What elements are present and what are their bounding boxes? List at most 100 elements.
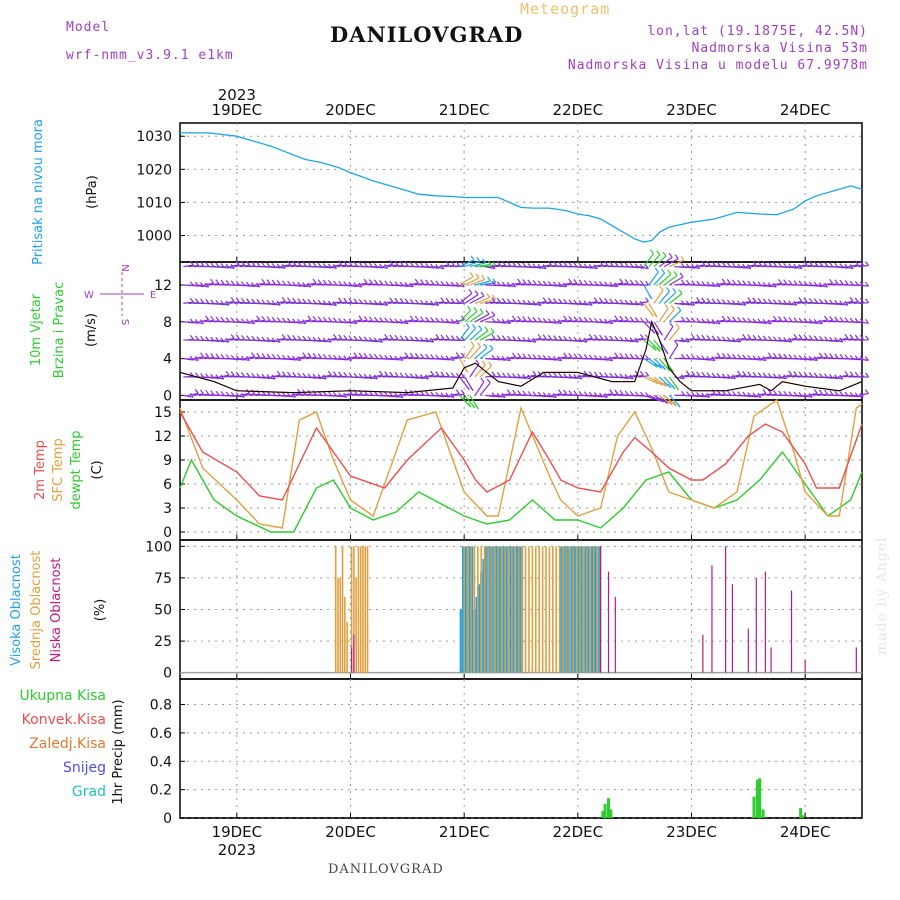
wind-barb	[766, 319, 777, 323]
wind-barb-flag	[322, 279, 327, 285]
wind-barb	[290, 264, 301, 268]
wind-barb-flag	[384, 317, 389, 323]
temperature-ytick-label: 6	[163, 477, 172, 493]
wind-barb	[408, 356, 419, 360]
wind-barb	[766, 393, 777, 396]
wind-barb-flag	[404, 261, 409, 267]
wind-barb-flag	[205, 315, 210, 321]
cloud-ytick-label: 0	[163, 666, 172, 682]
wind-barb-flag	[266, 353, 271, 359]
wind-barb	[771, 319, 782, 323]
wind-barb-flag	[604, 372, 609, 378]
wind-barb-flag	[522, 390, 527, 396]
wind-barb	[229, 338, 240, 341]
wind-barb	[531, 302, 542, 306]
wind-barb-flag	[829, 316, 834, 321]
wind-barb	[203, 282, 214, 286]
wind-barb	[735, 374, 746, 378]
wind-barb	[735, 337, 746, 341]
wind-barb-flag	[312, 353, 317, 358]
wind-barb-flag	[762, 298, 767, 304]
wind-barb	[612, 282, 624, 286]
x-tick-top: 19DEC	[212, 101, 263, 119]
wind-barb-flag	[389, 297, 394, 303]
wind-barb-flag	[568, 278, 573, 284]
lonlat-label: lon,lat (19.1875E, 42.5N)	[647, 24, 868, 39]
wind-barb-flag	[489, 344, 494, 350]
wind-barb	[561, 282, 572, 286]
wind-barb	[725, 283, 736, 286]
wind-barb-flag	[348, 372, 353, 378]
wind-barb-flag	[328, 280, 332, 285]
wind-barb-flag	[721, 315, 726, 321]
wind-barb	[306, 356, 317, 360]
wind-barb	[428, 302, 439, 306]
wind-barb-flag	[762, 261, 767, 266]
wind-barb	[260, 376, 271, 380]
wind-barb-flag	[435, 371, 440, 376]
compass-east: E	[150, 290, 156, 301]
wind-barb-flag	[568, 262, 573, 267]
wind-barb-flag	[819, 373, 823, 378]
wind-barb	[505, 393, 516, 396]
wind-barb-flag	[474, 404, 479, 410]
wind-barb-flag	[394, 297, 399, 303]
wind-barb	[326, 337, 337, 341]
wind-barb	[807, 358, 818, 362]
wind-barb	[613, 393, 624, 396]
wind-barb	[597, 358, 608, 361]
wind-barb-flag	[399, 372, 404, 378]
pressure-ytick-label: 1030	[136, 129, 172, 145]
wind-barb	[500, 321, 511, 325]
wind-barb	[311, 376, 322, 380]
wind-barb-flag	[469, 386, 474, 392]
wind-barb	[705, 393, 716, 396]
wind-barb-flag	[517, 278, 522, 284]
wind-barb-flag	[210, 390, 215, 395]
wind-barb-flag	[420, 353, 425, 359]
wind-barb	[663, 275, 678, 286]
wind-barb	[577, 339, 588, 343]
wind-barb-flag	[317, 353, 322, 359]
wind-barb	[219, 302, 230, 306]
wind-barb	[715, 319, 726, 323]
precip-bar	[755, 779, 759, 818]
wind-barb	[694, 394, 705, 398]
wind-barb	[372, 302, 383, 306]
wind-barb-flag	[839, 391, 844, 396]
wind-ytick-label: 12	[154, 278, 172, 294]
wind-barb	[403, 393, 414, 396]
wind-barb-flag	[532, 279, 537, 285]
wind-barb-flag	[210, 262, 215, 268]
wind-barb	[541, 264, 552, 268]
wind-barb-flag	[455, 335, 460, 341]
model-label: Model	[66, 20, 111, 35]
wind-barb-flag	[793, 371, 798, 376]
wind-barb-flag	[767, 389, 772, 395]
x-tick-bottom: 24DEC	[780, 823, 831, 841]
wind-barb-flag	[594, 317, 598, 323]
wind-barb-flag	[721, 352, 726, 358]
wind-barb	[198, 284, 209, 288]
wind-barb	[658, 394, 673, 406]
wind-barb	[500, 358, 511, 362]
wind-barb-flag	[483, 343, 488, 349]
wind-barb	[582, 266, 593, 269]
wind-barb-flag	[251, 372, 256, 378]
wind-barb-flag	[205, 352, 210, 358]
compass-north: N	[119, 264, 130, 271]
wind-barb-flag	[824, 299, 829, 304]
wind-barb	[464, 294, 479, 304]
wind-barb	[469, 329, 483, 341]
wind-barb	[439, 394, 450, 398]
wind-barb	[551, 321, 562, 325]
wind-barb	[556, 284, 567, 288]
wind-barb-flag	[445, 260, 450, 266]
wind-barb	[541, 394, 552, 398]
wind-barb	[362, 376, 373, 380]
wind-barb	[183, 301, 194, 304]
wind-barb-flag	[477, 342, 481, 347]
wind-barb-flag	[302, 261, 307, 267]
wind-barb-flag	[353, 352, 358, 357]
wind-barb-flag	[486, 378, 491, 384]
